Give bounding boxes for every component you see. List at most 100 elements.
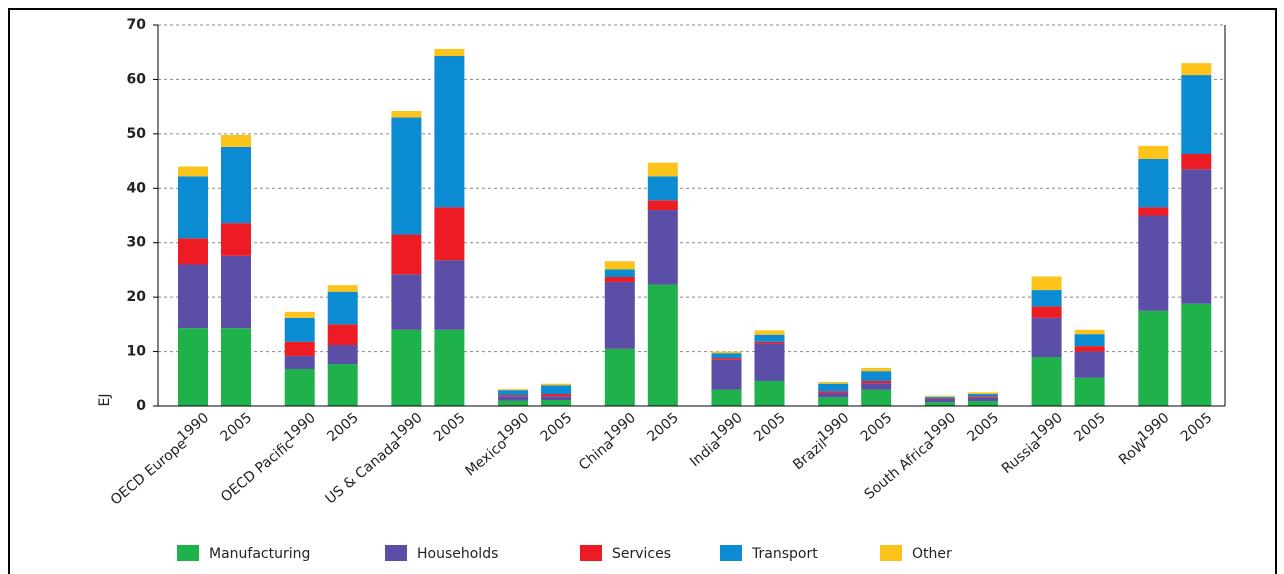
bar-segment: [1031, 276, 1062, 291]
x-tick-label: 2005: [964, 410, 1002, 445]
bar-segment: [711, 359, 742, 390]
bar-segment: [647, 162, 678, 177]
x-tick-label: 2005: [431, 410, 469, 445]
bar-segment: [924, 395, 955, 397]
bar-segment: [391, 110, 422, 118]
bar-segment: [221, 328, 251, 406]
bar-segment: [711, 351, 742, 354]
bar-segment: [284, 311, 315, 318]
bar-segment: [818, 382, 849, 384]
bar-segment: [221, 223, 251, 256]
bar-segment: [604, 281, 635, 349]
bar-segment: [861, 367, 892, 372]
bar-segment: [647, 176, 678, 201]
bar-segment: [391, 234, 422, 275]
bar-segment: [924, 397, 955, 399]
frame: [8, 8, 1277, 574]
legend-label: Manufacturing: [209, 546, 310, 562]
legend-label: Other: [912, 546, 952, 562]
bar-segment: [1181, 303, 1212, 406]
y-tick-label: 40: [127, 180, 147, 196]
bar-segment: [967, 397, 998, 402]
bar-segment: [1138, 215, 1169, 311]
bar-segment: [818, 392, 849, 398]
bar-segment: [967, 396, 998, 398]
bar-segment: [327, 345, 358, 365]
bar-segment: [604, 348, 635, 406]
bar-segment: [178, 176, 208, 239]
x-tick-label: 2005: [218, 410, 256, 445]
bar-segment: [1074, 351, 1105, 378]
bar-segment: [498, 395, 529, 397]
bar-segment: [1074, 329, 1105, 335]
x-tick-label: 2005: [538, 410, 576, 445]
x-tick-label: 2005: [1071, 410, 1109, 445]
x-tick-label: 2005: [644, 410, 682, 445]
y-tick-label: 70: [127, 17, 147, 33]
bar-segment: [391, 329, 422, 406]
bar-segment: [541, 396, 572, 401]
bar-segment: [1138, 145, 1169, 159]
bar-segment: [711, 353, 742, 359]
legend-swatch: [720, 545, 742, 561]
bar-segment: [1031, 290, 1062, 307]
bar-segment: [541, 385, 572, 395]
y-tick-label: 10: [127, 344, 147, 360]
x-tick-label: 2005: [1178, 410, 1216, 445]
bar-segment: [711, 389, 742, 406]
bar-segment: [221, 255, 251, 329]
group-label: South Africa: [862, 436, 937, 503]
bar-segment: [1181, 169, 1212, 304]
bar-segment: [284, 355, 315, 369]
bar-segment: [604, 261, 635, 270]
group-label: OECD Pacific: [218, 436, 297, 506]
legend-swatch: [177, 545, 199, 561]
bar-segment: [818, 397, 849, 406]
legend-swatch: [385, 545, 407, 561]
y-tick-label: 20: [127, 289, 147, 305]
y-tick-label: 30: [127, 235, 147, 251]
bar-segment: [1031, 357, 1062, 406]
bar-segment: [924, 402, 955, 406]
bar-segment: [1031, 306, 1062, 318]
bar-segment: [391, 274, 422, 330]
x-tick-label: 2005: [751, 410, 789, 445]
bar-segment: [1181, 63, 1212, 76]
bar-segment: [434, 207, 465, 261]
bar-segment: [1074, 346, 1105, 352]
bar-segment: [1181, 75, 1212, 154]
y-axis-label: EJ: [97, 394, 113, 407]
bar-segment: [327, 291, 358, 325]
bar-segment: [498, 396, 529, 401]
bar-segment: [221, 134, 251, 147]
group-label: Mexico: [463, 436, 511, 480]
y-tick-label: 50: [127, 126, 147, 142]
legend-swatch: [880, 545, 902, 561]
bar-segment: [967, 394, 998, 397]
bar-segment: [541, 383, 572, 386]
bar-segment: [754, 330, 785, 335]
bar-segment: [327, 285, 358, 292]
bar-segment: [861, 371, 892, 381]
bar-segment: [1138, 207, 1169, 216]
bar-segment: [327, 364, 358, 406]
bar-segment: [434, 56, 465, 208]
bar-segment: [1138, 158, 1169, 208]
bar-segment: [924, 398, 955, 403]
group-label: Russia: [999, 436, 1044, 477]
bar-segment: [1031, 317, 1062, 358]
bar-segment: [604, 277, 635, 282]
legend-label: Services: [612, 546, 671, 562]
bar-segment: [434, 260, 465, 330]
group-label: Brazil: [790, 436, 830, 473]
bar-segment: [284, 341, 315, 356]
bar-segment: [178, 328, 208, 406]
bar-segment: [967, 392, 998, 395]
y-tick-label: 60: [127, 71, 147, 87]
group-label: China: [576, 436, 617, 474]
bar-segment: [647, 284, 678, 406]
bar-segment: [754, 334, 785, 342]
bar-segment: [1074, 377, 1105, 406]
bar-segment: [434, 48, 465, 57]
bar-segment: [391, 117, 422, 235]
